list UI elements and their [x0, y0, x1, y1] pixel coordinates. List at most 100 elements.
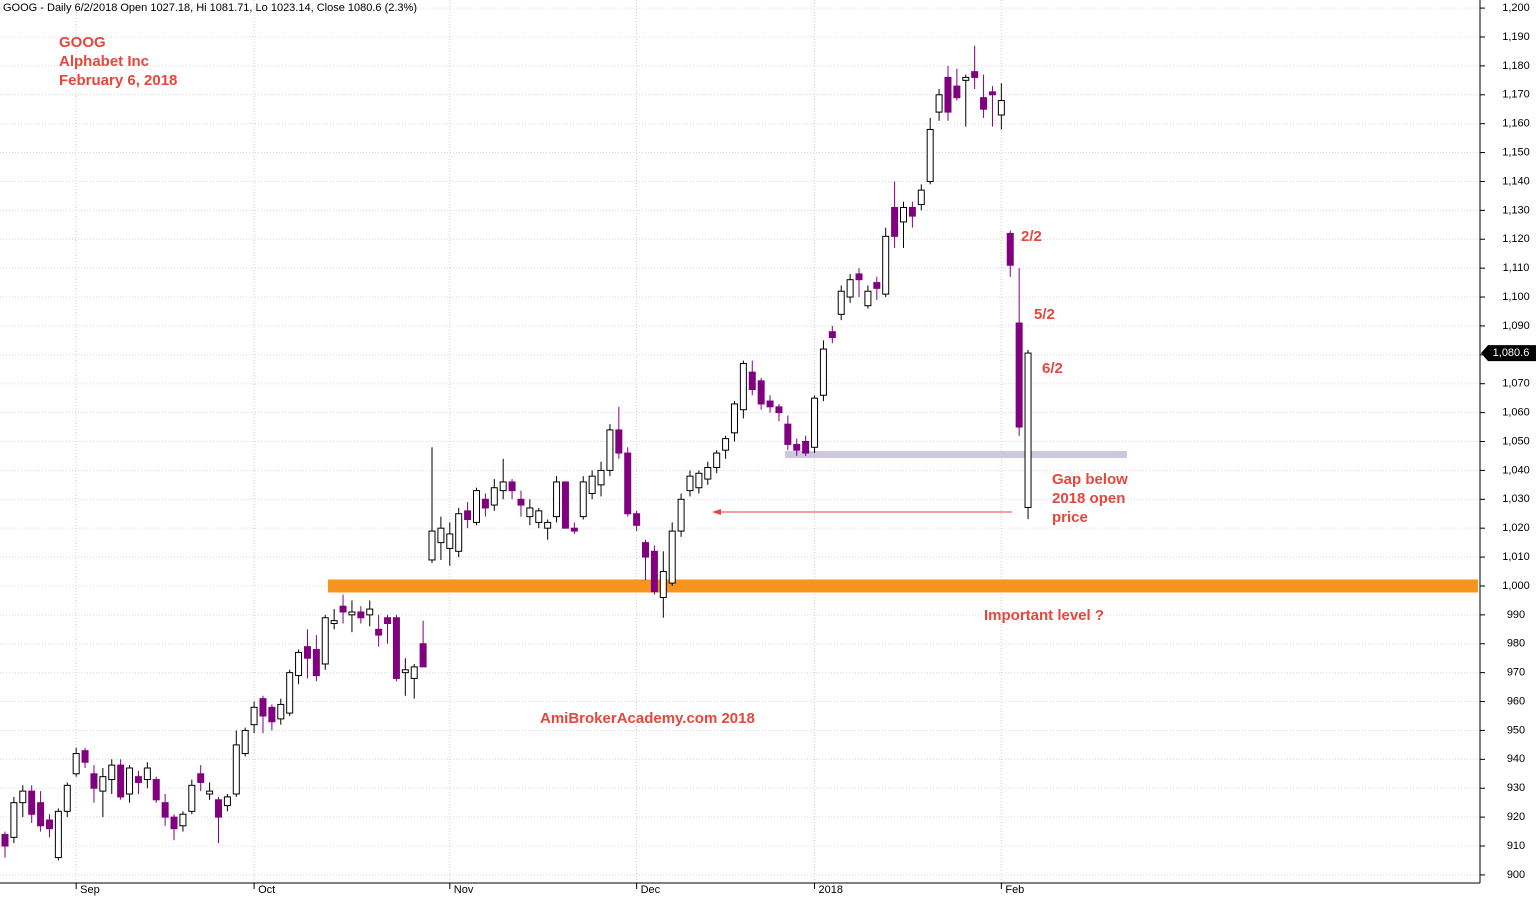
candle-body: [161, 802, 169, 818]
candle-body: [899, 206, 907, 223]
candle-body: [481, 498, 489, 509]
y-tick-label: 900: [1507, 869, 1525, 881]
candle-body: [650, 550, 658, 593]
candle-body: [268, 706, 276, 723]
candle-body: [766, 400, 774, 408]
level-band: [328, 579, 1478, 593]
candle-body: [553, 481, 561, 518]
chart-header: GOOG - Daily 6/2/2018 Open 1027.18, Hi 1…: [3, 2, 417, 14]
candle-body: [401, 669, 409, 674]
candle-body: [882, 235, 890, 295]
y-tick-label: 930: [1507, 782, 1525, 794]
y-tick-label: 1,060: [1502, 407, 1530, 419]
y-tick-label: 1,000: [1502, 580, 1530, 592]
candle-body: [303, 646, 311, 659]
y-tick-label: 1,100: [1502, 291, 1530, 303]
candle-body: [544, 521, 552, 529]
candle-body: [179, 813, 187, 827]
candle-body: [579, 481, 587, 518]
annotation: 2/2: [1021, 228, 1042, 245]
candle-body: [410, 666, 418, 679]
candle-body: [891, 206, 899, 237]
candle-body: [971, 71, 979, 78]
candle-body: [1015, 322, 1023, 428]
arrow-head: [712, 509, 721, 515]
candle-body: [1, 833, 9, 847]
candle-body: [10, 802, 18, 838]
watermark: AmiBrokerAcademy.com 2018: [540, 710, 755, 727]
grid: [0, 0, 1480, 883]
candle-body: [526, 507, 534, 518]
candle-body: [739, 362, 747, 411]
y-tick-label: 1,200: [1502, 2, 1530, 14]
x-tick-label: Feb: [1005, 884, 1024, 896]
candle-body: [295, 651, 303, 677]
title-line: Alphabet Inc: [59, 53, 149, 70]
candle-body: [321, 617, 329, 665]
y-tick-label: 1,190: [1502, 31, 1530, 43]
candle-body: [704, 467, 712, 480]
y-tick-label: 1,020: [1502, 522, 1530, 534]
candle-body: [980, 97, 988, 110]
candle-body: [802, 441, 810, 454]
annotation: 6/2: [1042, 360, 1063, 377]
candle-body: [962, 76, 970, 81]
level-band: [785, 451, 1127, 459]
candle-body: [713, 452, 721, 469]
levels: [328, 451, 1478, 593]
candle-body: [535, 510, 543, 523]
y-tick-label: 1,050: [1502, 435, 1530, 447]
candle-body: [99, 776, 107, 792]
y-tick-label: 1,180: [1502, 60, 1530, 72]
x-tick-label: Oct: [258, 884, 275, 896]
candle-body: [730, 403, 738, 434]
annotation: Gap below: [1052, 471, 1128, 488]
candle-body: [606, 429, 614, 471]
candle-body: [642, 542, 650, 558]
candle-body: [624, 452, 632, 515]
candle-body: [846, 279, 854, 298]
candle-body: [873, 282, 881, 289]
candle-body: [935, 94, 943, 113]
candle-body: [339, 605, 347, 613]
y-tick-label: 1,110: [1503, 262, 1530, 274]
candle-body: [357, 611, 365, 619]
candle-body: [428, 530, 436, 561]
candle-body: [633, 513, 641, 526]
candle-body: [250, 706, 258, 726]
candle-body: [775, 406, 783, 414]
title-line: February 6, 2018: [59, 72, 177, 89]
candle-body: [223, 796, 231, 807]
candle-body: [508, 481, 516, 492]
y-tick-label: 1,010: [1502, 551, 1530, 563]
candle-body: [855, 273, 863, 281]
candle-body: [188, 784, 196, 812]
candle-body: [464, 510, 472, 521]
candle-body: [437, 527, 445, 544]
candle-body: [215, 799, 223, 818]
candle-body: [677, 498, 685, 532]
candle-body: [828, 331, 836, 338]
candle-body: [90, 773, 98, 789]
y-tick-label: 1,040: [1502, 464, 1530, 476]
candle-body: [392, 617, 400, 679]
candle-body: [241, 729, 249, 755]
candle-body: [375, 628, 383, 636]
y-tick-label: 910: [1507, 840, 1525, 852]
candle-body: [330, 620, 338, 625]
candle-body: [45, 819, 53, 830]
candle-body: [659, 571, 667, 599]
candle-body: [1024, 352, 1032, 508]
annotation: Important level ?: [984, 607, 1104, 624]
y-tick-label: 980: [1507, 638, 1525, 650]
candle-body: [384, 617, 392, 625]
candle-body: [997, 100, 1005, 116]
candle-body: [819, 348, 827, 396]
candle-body: [286, 672, 294, 714]
candle-body: [152, 779, 160, 801]
candle-body: [811, 397, 819, 448]
last-price-box: [1481, 345, 1536, 362]
last-price-label: 1,080.6: [1493, 347, 1530, 359]
